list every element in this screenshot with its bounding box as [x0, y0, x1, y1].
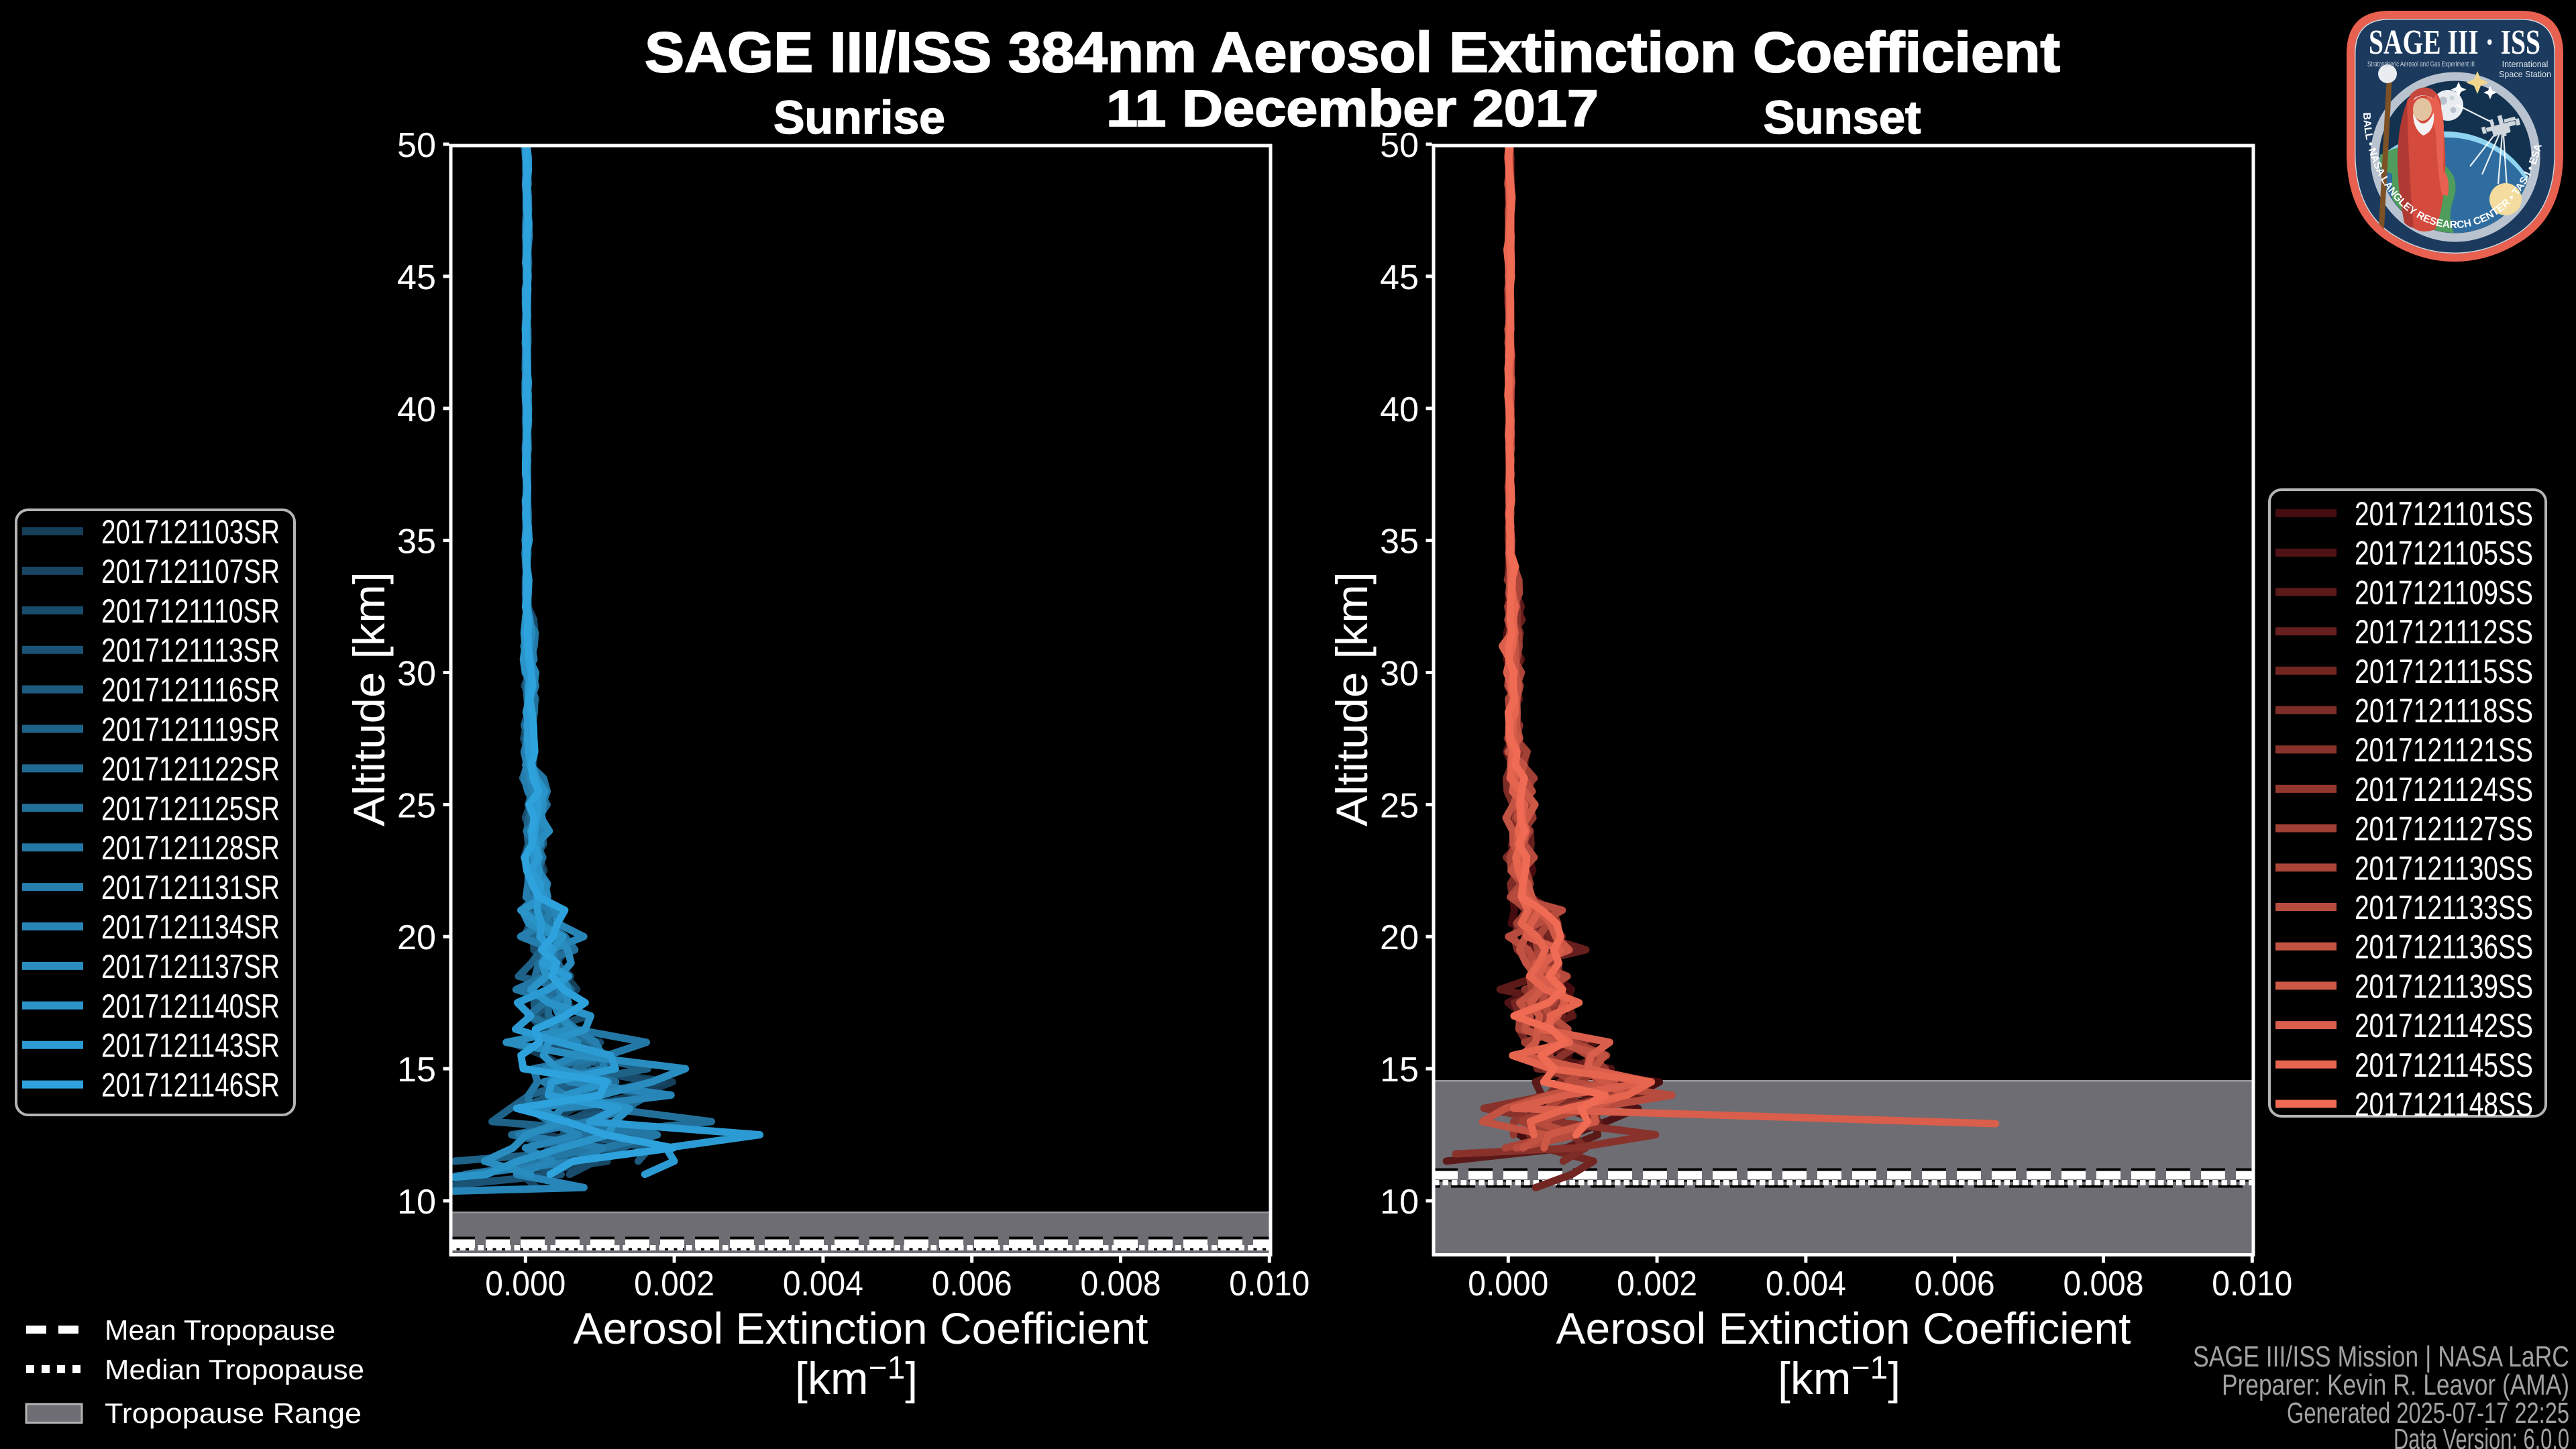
svg-text:2017121131SR: 2017121131SR — [101, 869, 280, 906]
svg-text:2017121112SS: 2017121112SS — [2355, 613, 2533, 651]
svg-text:SAGE III/ISS Mission | NASA La: SAGE III/ISS Mission | NASA LaRC — [2193, 1340, 2569, 1373]
svg-text:2017121101SS: 2017121101SS — [2355, 495, 2533, 533]
svg-text:2017121146SR: 2017121146SR — [101, 1067, 280, 1104]
svg-text:2017121148SS: 2017121148SS — [2355, 1086, 2533, 1124]
svg-text:Stratospheric Aerosol and Gas: Stratospheric Aerosol and Gas Experiment… — [2367, 60, 2475, 68]
svg-text:Mean Tropopause: Mean Tropopause — [105, 1314, 335, 1346]
svg-text:10: 10 — [397, 1183, 436, 1222]
svg-text:2017121133SS: 2017121133SS — [2355, 889, 2533, 926]
svg-text:2017121115SS: 2017121115SS — [2355, 653, 2533, 690]
svg-text:2017121119SR: 2017121119SR — [101, 711, 280, 749]
svg-text:2017121139SS: 2017121139SS — [2355, 967, 2533, 1005]
svg-text:2017121145SS: 2017121145SS — [2355, 1046, 2533, 1084]
svg-text:2017121143SR: 2017121143SR — [101, 1027, 280, 1065]
svg-text:0.004: 0.004 — [783, 1265, 863, 1303]
svg-text:Altitude [km]: Altitude [km] — [344, 572, 394, 826]
svg-text:30: 30 — [1380, 655, 1419, 694]
svg-text:2017121137SR: 2017121137SR — [101, 948, 280, 985]
svg-text:25: 25 — [1380, 786, 1419, 825]
svg-text:20: 20 — [1380, 918, 1419, 957]
svg-text:0.004: 0.004 — [1766, 1265, 1846, 1303]
svg-text:0.006: 0.006 — [932, 1265, 1012, 1303]
svg-text:30: 30 — [397, 655, 436, 694]
svg-text:35: 35 — [397, 523, 436, 561]
svg-text:0.008: 0.008 — [2063, 1265, 2144, 1303]
svg-text:Sunrise: Sunrise — [773, 91, 945, 144]
svg-text:0.010: 0.010 — [1229, 1265, 1309, 1303]
svg-text:2017121140SR: 2017121140SR — [101, 987, 280, 1025]
svg-text:0.002: 0.002 — [634, 1265, 714, 1303]
svg-text:Aerosol Extinction Coefficient: Aerosol Extinction Coefficient — [1556, 1303, 2131, 1353]
svg-text:2017121128SR: 2017121128SR — [101, 829, 280, 867]
svg-text:50: 50 — [1380, 126, 1419, 165]
svg-text:2017121118SS: 2017121118SS — [2355, 692, 2533, 730]
svg-text:2017121122SR: 2017121122SR — [101, 750, 280, 788]
svg-text:Aerosol Extinction Coefficient: Aerosol Extinction Coefficient — [574, 1303, 1148, 1353]
svg-text:Generated 2025-07-17 22:25: Generated 2025-07-17 22:25 — [2287, 1397, 2569, 1430]
svg-text:15: 15 — [397, 1051, 436, 1089]
svg-text:2017121113SR: 2017121113SR — [101, 632, 280, 669]
svg-text:2017121121SS: 2017121121SS — [2355, 731, 2533, 769]
svg-text:0.006: 0.006 — [1915, 1265, 1995, 1303]
svg-text:2017121127SS: 2017121127SS — [2355, 810, 2533, 848]
svg-text:International: International — [2502, 60, 2548, 69]
svg-text:2017121130SS: 2017121130SS — [2355, 849, 2533, 887]
svg-text:0.010: 0.010 — [2212, 1265, 2292, 1303]
svg-text:Tropopause Range: Tropopause Range — [105, 1397, 362, 1429]
svg-text:40: 40 — [1380, 390, 1419, 429]
svg-text:2017121134SR: 2017121134SR — [101, 908, 280, 946]
svg-text:2017121107SR: 2017121107SR — [101, 553, 280, 590]
svg-text:40: 40 — [397, 390, 436, 429]
svg-text:Data Version: 6.0.0: Data Version: 6.0.0 — [2394, 1423, 2569, 1449]
svg-text:11 December 2017: 11 December 2017 — [1106, 80, 1599, 138]
svg-text:0.008: 0.008 — [1081, 1265, 1161, 1303]
svg-text:0.000: 0.000 — [485, 1265, 566, 1303]
svg-text:2017121110SR: 2017121110SR — [101, 592, 280, 630]
svg-text:2017121136SS: 2017121136SS — [2355, 928, 2533, 966]
svg-text:Preparer: Kevin R. Leavor (AMA: Preparer: Kevin R. Leavor (AMA) — [2222, 1368, 2569, 1401]
svg-text:2017121109SS: 2017121109SS — [2355, 574, 2533, 611]
svg-text:Space Station: Space Station — [2499, 70, 2551, 79]
svg-text:2017121125SR: 2017121125SR — [101, 790, 280, 827]
svg-text:0.000: 0.000 — [1468, 1265, 1548, 1303]
svg-text:2017121124SS: 2017121124SS — [2355, 771, 2533, 808]
svg-text:SAGE III/ISS 384nm Aerosol Ext: SAGE III/ISS 384nm Aerosol Extinction Co… — [645, 21, 2060, 84]
svg-text:Sunset: Sunset — [1764, 91, 1921, 144]
svg-text:50: 50 — [397, 126, 436, 165]
svg-text:35: 35 — [1380, 523, 1419, 561]
svg-text:10: 10 — [1380, 1183, 1419, 1222]
svg-text:45: 45 — [397, 258, 436, 297]
svg-text:Altitude [km]: Altitude [km] — [1327, 572, 1377, 826]
svg-text:20: 20 — [397, 918, 436, 957]
svg-text:25: 25 — [397, 786, 436, 825]
svg-text:2017121116SR: 2017121116SR — [101, 672, 280, 709]
svg-text:45: 45 — [1380, 258, 1419, 297]
svg-text:0.002: 0.002 — [1617, 1265, 1697, 1303]
svg-text:SAGE III · ISS: SAGE III · ISS — [2369, 23, 2540, 62]
svg-text:15: 15 — [1380, 1051, 1419, 1089]
svg-text:2017121105SS: 2017121105SS — [2355, 535, 2533, 572]
svg-text:Median Tropopause: Median Tropopause — [105, 1354, 364, 1385]
svg-text:2017121103SR: 2017121103SR — [101, 513, 280, 551]
svg-text:2017121142SS: 2017121142SS — [2355, 1007, 2533, 1044]
